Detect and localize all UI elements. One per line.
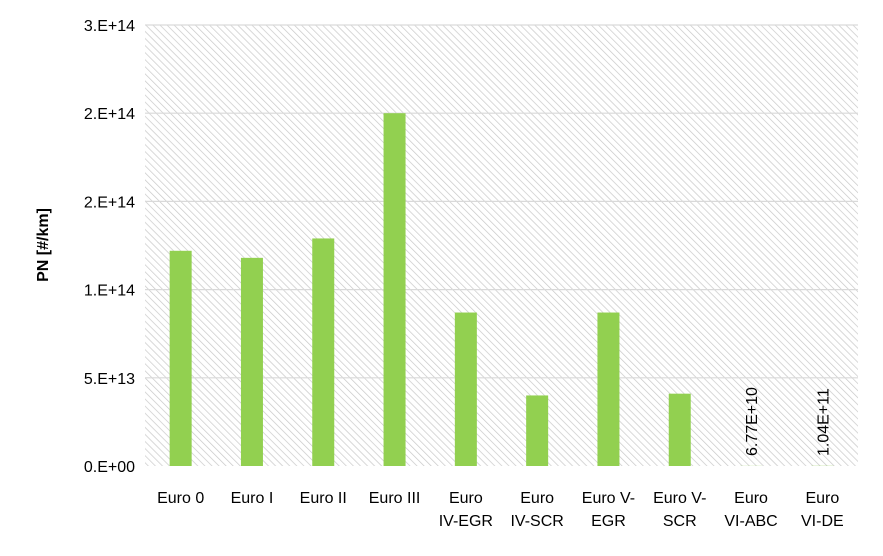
- bar: [384, 113, 406, 466]
- x-tick-label-line: SCR: [663, 513, 697, 530]
- bar: [170, 251, 192, 466]
- x-tick-label: Euro V- SCR: [653, 490, 706, 530]
- x-tick-label: Euro V- EGR: [582, 490, 635, 530]
- x-tick-label: Euro VI-ABC: [724, 490, 777, 530]
- x-tick-label: Euro III: [369, 490, 421, 507]
- x-tick-label: Euro IV-EGR: [439, 490, 493, 530]
- x-tick-label: Euro II: [300, 490, 347, 507]
- x-tick-label-line: VI-DE: [801, 513, 844, 530]
- y-tick-label: 3.E+14: [84, 18, 135, 35]
- bar: [597, 313, 619, 466]
- x-tick-label-line: Euro II: [300, 490, 347, 507]
- x-tick-label: Euro VI-DE: [801, 490, 844, 530]
- bar: [526, 395, 548, 466]
- x-tick-label-line: Euro: [449, 490, 483, 507]
- bar: [455, 313, 477, 466]
- bar: [312, 238, 334, 466]
- x-tick-label-line: Euro V-: [582, 490, 635, 507]
- data-label: 1.04E+11: [815, 388, 832, 456]
- y-tick-label: 1.E+14: [84, 283, 135, 300]
- x-tick-label-line: Euro: [805, 490, 839, 507]
- x-tick-label: Euro IV-SCR: [510, 490, 563, 530]
- x-tick-label-line: Euro I: [231, 490, 274, 507]
- data-label: 6.77E+10: [744, 387, 761, 456]
- x-tick-label: Euro I: [231, 490, 274, 507]
- x-tick-label-line: Euro 0: [157, 490, 204, 507]
- y-tick-label: 0.E+00: [84, 459, 135, 476]
- x-tick-label-line: IV-EGR: [439, 513, 493, 530]
- bar: [241, 258, 263, 466]
- bar: [669, 394, 691, 466]
- y-tick-label: 2.E+14: [84, 106, 135, 123]
- x-tick-label-line: Euro: [734, 490, 768, 507]
- x-tick-label-line: IV-SCR: [510, 513, 563, 530]
- y-axis-title: PN [#/km]: [35, 208, 52, 282]
- x-tick-label: Euro 0: [157, 490, 204, 507]
- x-tick-label-line: Euro III: [369, 490, 421, 507]
- y-tick-label: 5.E+13: [84, 371, 135, 388]
- x-tick-label-line: Euro V-: [653, 490, 706, 507]
- y-axis-ticks: 0.E+00 5.E+13 1.E+14 2.E+14 2.E+14 3.E+14: [84, 18, 135, 476]
- x-tick-label-line: Euro: [520, 490, 554, 507]
- x-tick-label-line: EGR: [591, 513, 626, 530]
- x-tick-label-line: VI-ABC: [724, 513, 777, 530]
- y-tick-label: 2.E+14: [84, 194, 135, 211]
